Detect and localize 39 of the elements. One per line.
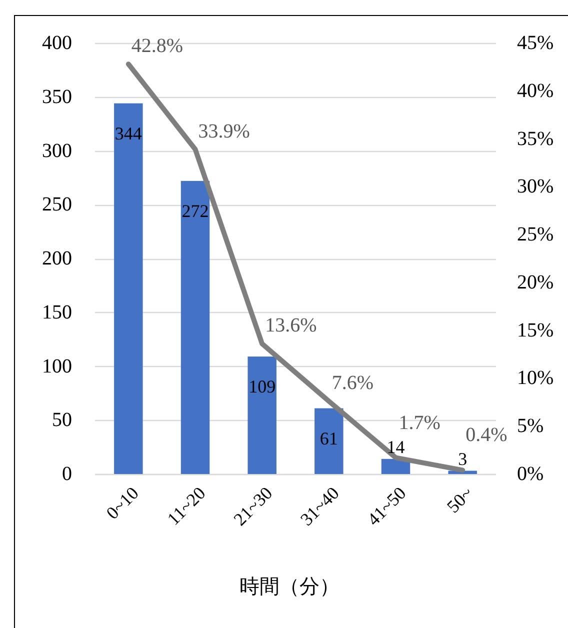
data-label: 61	[320, 428, 338, 448]
data-label: 109	[248, 376, 276, 397]
x-tick-label: 0~10	[102, 482, 142, 524]
data-label: 3	[458, 448, 468, 469]
y-tick-label: 0	[62, 463, 72, 485]
y-tick-label: 400	[42, 32, 72, 54]
data-label: 33.9%	[198, 120, 250, 142]
y-tick-label: 300	[42, 140, 72, 162]
y-tick-label: 200	[42, 248, 72, 270]
y2-tick-label: 45%	[517, 32, 554, 54]
y2-tick-label: 5%	[517, 415, 544, 438]
y-tick-label: 250	[42, 194, 72, 216]
y2-tick-label: 20%	[517, 271, 554, 294]
y2-tick-label: 25%	[517, 224, 554, 246]
y2-tick-label: 0%	[517, 463, 544, 485]
bar	[314, 408, 344, 474]
data-label: 7.6%	[332, 372, 374, 394]
data-label: 14	[386, 436, 405, 457]
y2-tick-label: 35%	[517, 128, 554, 150]
x-tick-label: 50~	[442, 482, 477, 517]
y2-tick-label: 10%	[517, 367, 554, 390]
bar	[114, 103, 143, 474]
y-tick-label: 50	[52, 409, 72, 432]
y-tick-label: 100	[42, 355, 72, 378]
bar	[381, 458, 410, 474]
data-label: 13.6%	[265, 314, 317, 337]
y2-tick-label: 15%	[517, 319, 554, 342]
data-label: 1.7%	[398, 412, 440, 434]
data-label: 272	[182, 200, 209, 221]
y-tick-label: 350	[42, 86, 72, 108]
y2-tick-label: 40%	[517, 80, 554, 102]
bar	[248, 356, 276, 474]
y-tick-label: 150	[42, 301, 72, 324]
y2-tick-label: 30%	[517, 176, 554, 198]
data-label: 0.4%	[466, 424, 508, 446]
x-axis-title: 時間（分）	[240, 576, 340, 598]
bar	[180, 180, 210, 474]
data-label: 344	[114, 123, 142, 144]
data-label: 42.8%	[131, 35, 184, 58]
